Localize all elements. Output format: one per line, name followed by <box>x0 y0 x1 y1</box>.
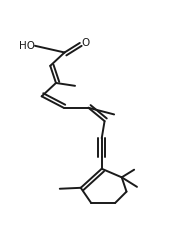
Text: O: O <box>81 38 90 48</box>
Text: HO: HO <box>19 41 35 51</box>
